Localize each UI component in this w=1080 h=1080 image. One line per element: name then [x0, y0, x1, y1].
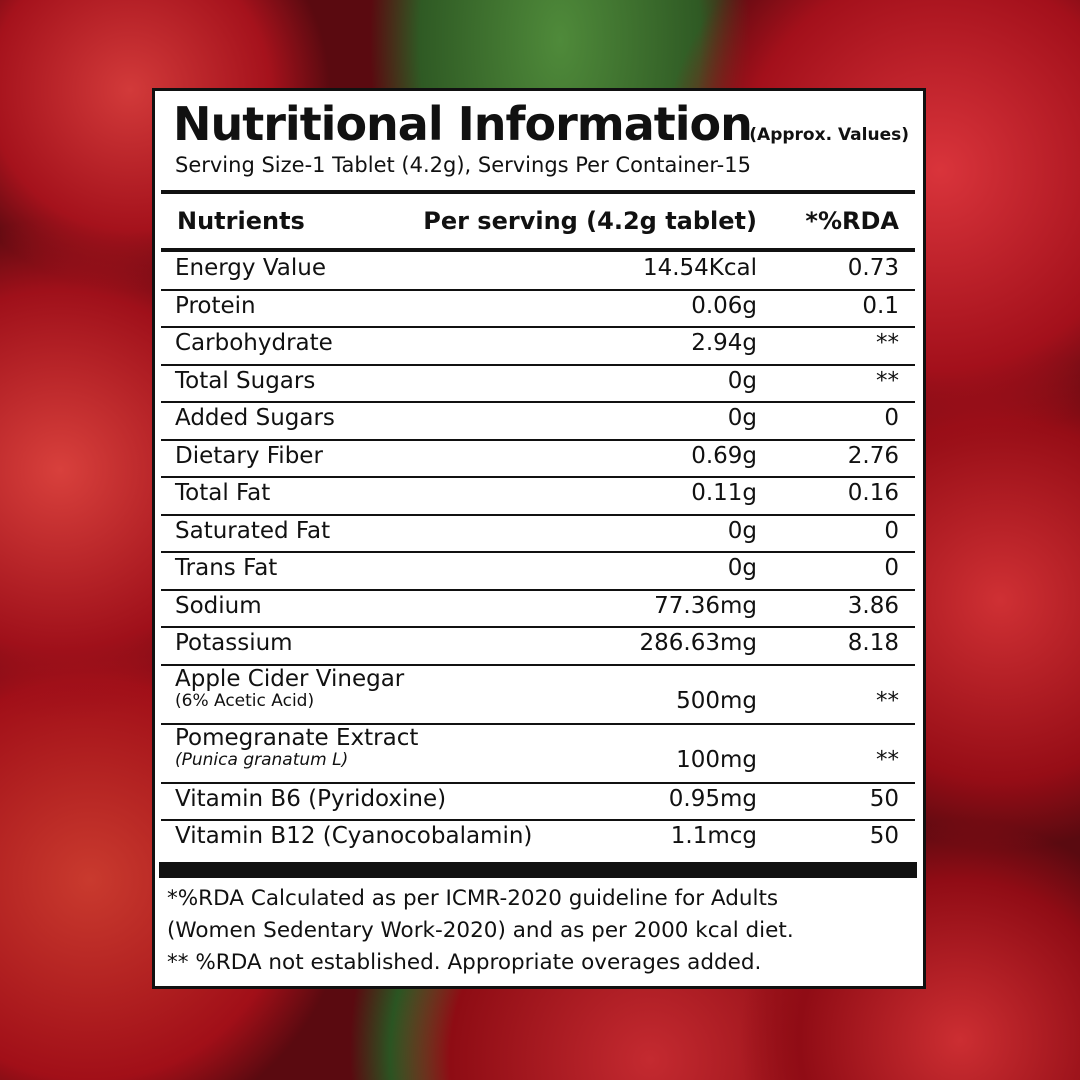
table-row: Added Sugars 0g 0 — [161, 403, 915, 441]
nutrient-value: 0.11g — [691, 480, 757, 506]
serving-size: Serving Size-1 Tablet (4.2g), Servings P… — [175, 153, 751, 177]
table-row: Saturated Fat 0g 0 — [161, 516, 915, 553]
nutrient-name: Total Fat — [175, 480, 270, 506]
nutrient-name-text: Protein — [175, 292, 256, 319]
label-title: Nutritional Information — [173, 97, 753, 151]
nutrient-name-text: Potassium — [175, 630, 293, 656]
nutrient-name-text: Added Sugars — [175, 405, 335, 431]
nutrient-value: 500mg — [676, 687, 757, 714]
nutrient-subtitle: (6% Acetic Acid) — [175, 690, 315, 711]
divider — [161, 248, 915, 252]
nutrient-value: 100mg — [676, 746, 757, 773]
nutrient-value: 0g — [727, 405, 757, 431]
nutrient-name-text: Carbohydrate — [175, 330, 333, 356]
nutrient-value: 286.63mg — [639, 630, 757, 656]
nutrient-value: 0g — [727, 555, 757, 581]
nutrient-name-text: Apple Cider Vinegar — [175, 665, 405, 692]
nutrient-name: Energy Value — [175, 255, 326, 281]
nutrient-rda: 50 — [869, 823, 899, 849]
nutrient-table: Energy Value 14.54Kcal 0.73 Protein 0.06g 0.1… — [161, 253, 915, 861]
table-row: Potassium 286.63mg 8.18 — [161, 628, 915, 666]
nutrient-rda: ** — [876, 746, 899, 773]
nutrient-name-text: Energy Value — [175, 255, 326, 281]
table-row: Pomegranate Extract (Punica granatum L) 10… — [161, 725, 915, 784]
table-row: Carbohydrate 2.94g ** — [161, 328, 915, 366]
nutrient-value: 77.36mg — [654, 592, 757, 619]
nutrient-rda: ** — [876, 367, 899, 394]
footnote: *%RDA Calculated as per ICMR-2020 guidel… — [167, 886, 779, 911]
nutrient-rda: 0.73 — [847, 255, 899, 281]
table-row: Total Sugars 0g ** — [161, 366, 915, 403]
nutrient-value: 1.1mcg — [670, 823, 757, 849]
nutrient-rda: 0.16 — [847, 480, 899, 506]
nutrient-rda: 0 — [884, 405, 899, 431]
nutrient-rda: 0 — [884, 517, 899, 544]
nutrient-rda: 8.18 — [847, 630, 899, 656]
nutrient-rda: 50 — [869, 785, 899, 812]
nutrient-name: Added Sugars — [175, 405, 335, 431]
table-row: Dietary Fiber 0.69g 2.76 — [161, 441, 915, 478]
nutrient-rda: ** — [876, 687, 899, 714]
nutrient-rda: ** — [876, 330, 899, 356]
nutrient-name-text: Vitamin B12 (Cyanocobalamin) — [175, 823, 533, 849]
nutrient-name-text: Pomegranate Extract — [175, 724, 419, 751]
nutrient-value: 2.94g — [691, 330, 757, 356]
nutrient-name: Total Sugars — [175, 368, 315, 394]
nutrient-value: 0g — [727, 517, 757, 544]
table-header: Nutrients Per serving (4.2g tablet) *%RD… — [155, 203, 923, 243]
nutrient-name: Vitamin B12 (Cyanocobalamin) — [175, 823, 532, 849]
nutrient-name: Protein — [175, 293, 256, 319]
table-row: Energy Value 14.54Kcal 0.73 — [161, 253, 915, 291]
table-row: Protein 0.06g 0.1 — [161, 291, 915, 328]
header-rda: *%RDA — [805, 207, 899, 235]
nutrient-name-text: Dietary Fiber — [175, 442, 323, 469]
approx-values-note: (Approx. Values) — [749, 125, 909, 145]
table-row: Vitamin B12 (Cyanocobalamin) 1.1mcg 50 — [161, 821, 915, 861]
nutrient-name: Vitamin B6 (Pyridoxine) — [175, 786, 446, 812]
nutrient-subtitle: (Punica granatum L) — [175, 749, 349, 770]
nutrient-name: Dietary Fiber — [175, 443, 323, 469]
table-row: Vitamin B6 (Pyridoxine) 0.95mg 50 — [161, 784, 915, 821]
nutrient-value: 0g — [727, 367, 757, 394]
table-row: Trans Fat 0g 0 — [161, 553, 915, 591]
nutrient-name-text: Saturated Fat — [175, 517, 331, 544]
nutrient-name: Pomegranate Extract (Punica granatum L) — [175, 725, 418, 769]
header-nutrients: Nutrients — [177, 207, 305, 235]
nutrient-value: 14.54Kcal — [642, 255, 757, 281]
table-row: Total Fat 0.11g 0.16 — [161, 478, 915, 516]
table-row: Apple Cider Vinegar (6% Acetic Acid) 500mg… — [161, 666, 915, 725]
nutrient-rda: 2.76 — [847, 442, 899, 469]
nutrient-name: Trans Fat — [175, 555, 277, 581]
nutrient-name: Saturated Fat — [175, 518, 330, 544]
nutrient-name-text: Total Sugars — [175, 367, 316, 394]
nutrient-name-text: Trans Fat — [175, 555, 278, 581]
nutrient-name-text: Total Fat — [175, 480, 271, 506]
footnote: ** %RDA not established. Appropriate ove… — [167, 950, 762, 975]
nutrient-rda: 0.1 — [862, 292, 899, 319]
nutrient-name-text: Sodium — [175, 592, 262, 619]
header-per-serving: Per serving (4.2g tablet) — [423, 207, 757, 235]
nutrient-name: Sodium — [175, 593, 262, 619]
footnotes: *%RDA Calculated as per ICMR-2020 guidel… — [167, 883, 794, 979]
nutrition-label: Nutritional Information (Approx. Values)… — [152, 88, 926, 989]
divider — [161, 190, 915, 194]
nutrient-name: Potassium — [175, 630, 293, 656]
footnote: (Women Sedentary Work-2020) and as per 2… — [167, 918, 794, 943]
nutrient-value: 0.95mg — [668, 785, 757, 812]
nutrient-name: Carbohydrate — [175, 330, 333, 356]
nutrient-value: 0.69g — [691, 442, 757, 469]
nutrient-value: 0.06g — [691, 292, 757, 319]
nutrient-rda: 0 — [884, 555, 899, 581]
nutrient-name-text: Vitamin B6 (Pyridoxine) — [175, 785, 447, 812]
divider-bar — [159, 862, 917, 878]
nutrient-rda: 3.86 — [847, 592, 899, 619]
nutrient-name: Apple Cider Vinegar (6% Acetic Acid) — [175, 666, 404, 710]
table-row: Sodium 77.36mg 3.86 — [161, 591, 915, 628]
